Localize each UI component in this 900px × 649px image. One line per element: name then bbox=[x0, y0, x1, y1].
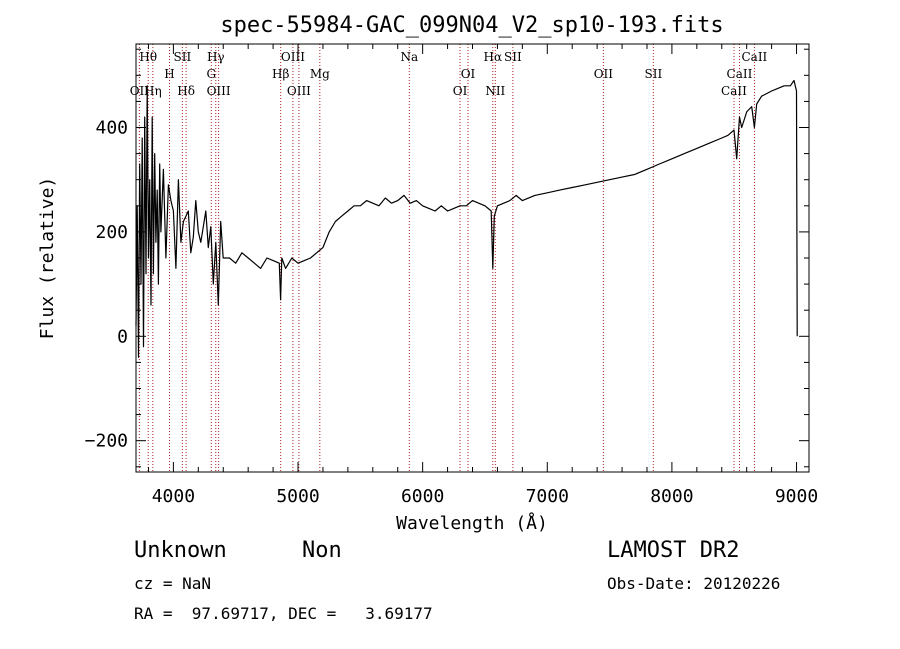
spectral-line-label: CaII bbox=[721, 84, 747, 98]
spectral-line-label: SII bbox=[504, 50, 522, 64]
x-tick-label: 8000 bbox=[650, 486, 693, 507]
spectral-line-label: SII bbox=[174, 50, 192, 64]
redshift-value: cz = NaN bbox=[134, 574, 212, 593]
survey-name: LAMOST DR2 bbox=[607, 538, 740, 563]
y-tick-label: −200 bbox=[85, 431, 128, 452]
plot-frame bbox=[135, 43, 810, 473]
spectral-line-label: OIII bbox=[207, 84, 231, 98]
spectral-line-label: OI bbox=[453, 84, 468, 98]
ra-dec-coordinates: RA = 97.69717, DEC = 3.69177 bbox=[134, 604, 433, 623]
y-tick-label: 0 bbox=[117, 326, 128, 347]
spectral-line-label: Hα bbox=[484, 50, 503, 64]
y-tick-label: 400 bbox=[95, 118, 128, 139]
chart-title: spec-55984-GAC_099N04_V2_sp10-193.fits bbox=[220, 13, 723, 38]
object-subclass: Non bbox=[302, 538, 342, 563]
spectral-line-label: OIII bbox=[281, 50, 305, 64]
observation-date: Obs-Date: 20120226 bbox=[607, 574, 781, 593]
spectrum-line bbox=[135, 79, 798, 358]
y-tick-label: 200 bbox=[95, 222, 128, 243]
spectral-line-label: Hβ bbox=[272, 67, 289, 81]
spectral-line-label: Hη bbox=[144, 84, 162, 98]
y-axis-ticks: −200 0 200 400 bbox=[85, 48, 809, 468]
spectral-line-label: Na bbox=[400, 50, 418, 64]
x-tick-label: 6000 bbox=[401, 486, 444, 507]
object-class: Unknown bbox=[134, 538, 227, 563]
spectral-line-label: OII bbox=[130, 84, 150, 98]
spectral-line-label: OIII bbox=[287, 84, 311, 98]
spectral-line-labels: HθOIIHηSIIHHδHγGOIIIOIIIHβOIIIMgNaOIOIHα… bbox=[130, 50, 768, 98]
spectral-line-label: G bbox=[206, 67, 216, 81]
spectral-line-label: Hθ bbox=[139, 50, 157, 64]
x-tick-label: 9000 bbox=[775, 486, 818, 507]
spectrum-series bbox=[135, 79, 798, 358]
x-tick-label: 5000 bbox=[276, 486, 319, 507]
spectral-line-label: OI bbox=[461, 67, 476, 81]
spectral-line-label: Hδ bbox=[177, 84, 195, 98]
spectral-line-label: Mg bbox=[310, 67, 330, 81]
x-tick-label: 7000 bbox=[526, 486, 569, 507]
spectral-line-label: OII bbox=[594, 67, 614, 81]
spectral-line-label: CaII bbox=[727, 67, 753, 81]
y-axis-label: Flux (relative) bbox=[37, 177, 58, 340]
spectral-line-label: H bbox=[164, 67, 174, 81]
spectral-line-label: CaII bbox=[741, 50, 767, 64]
spectral-line-label: Hγ bbox=[207, 50, 225, 64]
spectral-line-label: SII bbox=[644, 67, 662, 81]
spectral-line-label: NII bbox=[485, 84, 505, 98]
x-tick-label: 4000 bbox=[152, 486, 195, 507]
spectral-line-markers bbox=[138, 44, 755, 472]
x-axis-label: Wavelength (Å) bbox=[396, 512, 548, 534]
x-axis-ticks: 4000 5000 6000 7000 8000 9000 bbox=[147, 44, 818, 507]
